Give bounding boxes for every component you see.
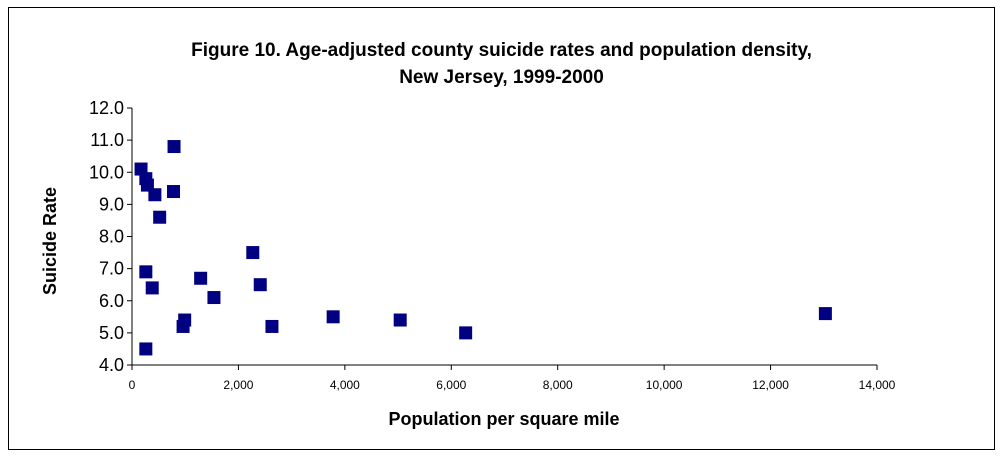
y-tick-label: 11.0 (90, 130, 124, 150)
y-tick-label: 10.0 (89, 162, 124, 182)
data-point (153, 210, 167, 224)
chart-title-line-2: New Jersey, 1999-2000 (399, 67, 604, 88)
x-axis-label: Population per square mile (388, 409, 619, 429)
data-point (207, 291, 221, 305)
data-point (459, 326, 473, 340)
y-tick-label: 9.0 (99, 194, 124, 214)
x-tick-label: 4,000 (330, 378, 360, 392)
chart-title-line-1: Figure 10. Age-adjusted county suicide r… (191, 40, 812, 61)
data-points (134, 140, 832, 356)
y-tick-label: 12.0 (89, 98, 124, 118)
data-point (167, 140, 181, 154)
data-point (818, 307, 832, 321)
x-tick-label: 2,000 (223, 378, 253, 392)
y-tick-label: 4.0 (99, 355, 124, 375)
x-tick-label: 14,000 (859, 378, 896, 392)
y-axis-ticks: 4.0 5.0 6.0 7.0 8.0 9.0 10.0 11.0 12.0 (89, 98, 132, 375)
x-tick-label: 12,000 (752, 378, 789, 392)
data-point (253, 278, 267, 292)
y-tick-label: 5.0 (99, 323, 124, 343)
data-point (139, 342, 153, 356)
data-point (178, 313, 192, 327)
x-tick-label: 6,000 (436, 378, 466, 392)
data-point (246, 246, 260, 260)
chart-title: Figure 10. Age-adjusted county suicide r… (9, 37, 994, 91)
x-tick-label: 8,000 (543, 378, 573, 392)
data-point (139, 265, 153, 279)
y-tick-label: 7.0 (99, 259, 124, 279)
data-point (265, 319, 279, 333)
data-point (393, 313, 407, 327)
data-point (326, 310, 340, 324)
chart-frame: Figure 10. Age-adjusted county suicide r… (8, 7, 995, 450)
x-tick-label: 10,000 (646, 378, 683, 392)
y-tick-label: 6.0 (99, 291, 124, 311)
data-point (194, 271, 208, 285)
x-tick-label: 0 (129, 378, 136, 392)
data-point (167, 185, 181, 199)
x-axis-ticks: 0 2,000 4,000 6,000 8,000 10,000 12,000 14,000 (129, 365, 896, 392)
data-point (145, 281, 159, 295)
data-point (148, 188, 162, 202)
y-tick-label: 8.0 (99, 227, 124, 247)
axes (131, 108, 877, 366)
y-axis-label: Suicide Rate (40, 187, 60, 295)
